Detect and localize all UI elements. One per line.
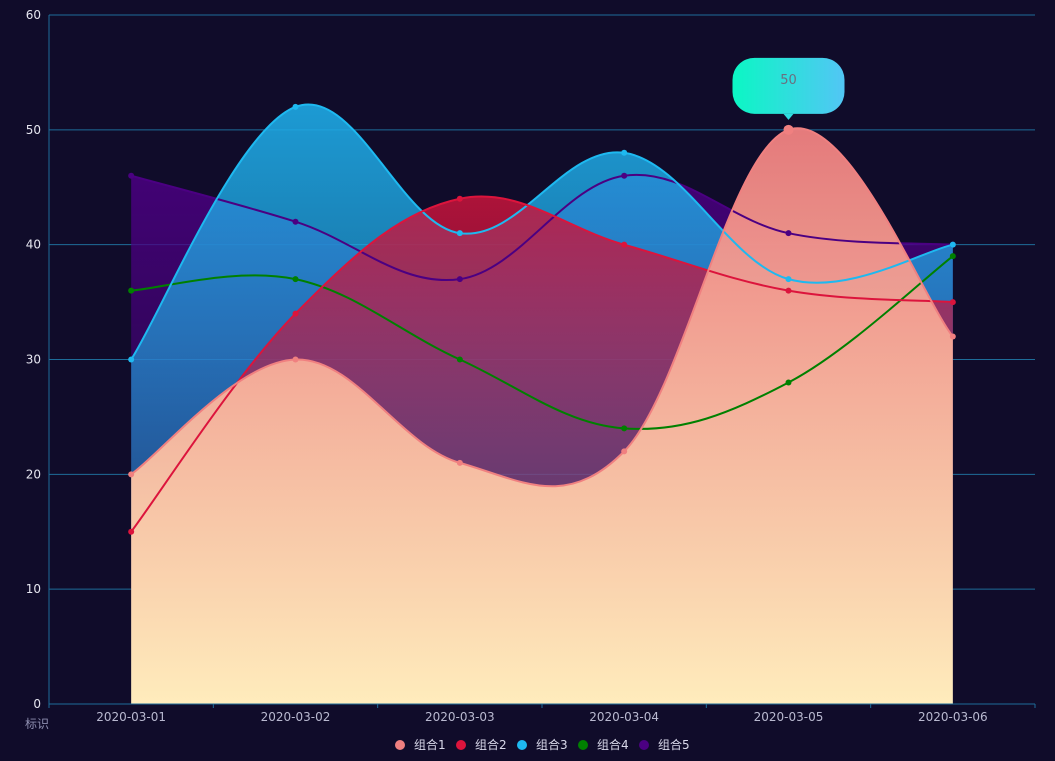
data-point[interactable] xyxy=(292,310,299,317)
data-point[interactable] xyxy=(621,172,628,179)
x-tick-label: 2020-03-03 xyxy=(425,710,495,724)
area-layer xyxy=(131,104,953,705)
y-tick-label: 20 xyxy=(26,467,41,481)
legend-marker xyxy=(456,740,466,750)
x-axis-name: 标识 xyxy=(25,717,49,731)
data-point[interactable] xyxy=(785,287,792,294)
legend-marker xyxy=(578,740,588,750)
data-point[interactable] xyxy=(128,172,135,179)
y-tick-label: 50 xyxy=(26,123,41,137)
y-tick-label: 10 xyxy=(26,582,41,596)
tooltip-pointer xyxy=(783,113,794,120)
tooltip-bubble xyxy=(732,57,845,114)
y-tick-label: 0 xyxy=(33,697,41,711)
legend: 组合1 组合2 组合3 组合4 组合5 xyxy=(395,737,690,752)
data-point[interactable] xyxy=(621,149,628,156)
legend-label: 组合1 xyxy=(414,737,446,752)
x-tick-label: 2020-03-05 xyxy=(754,710,824,724)
legend-label: 组合3 xyxy=(536,737,568,752)
data-point[interactable] xyxy=(128,528,135,535)
data-point[interactable] xyxy=(128,356,135,363)
data-point[interactable] xyxy=(292,218,299,225)
legend-item[interactable]: 组合1 xyxy=(395,737,446,752)
legend-label: 组合4 xyxy=(597,737,629,752)
area-fill-1 xyxy=(131,128,953,705)
data-point[interactable] xyxy=(949,241,956,248)
series-line-4[interactable] xyxy=(131,255,954,430)
y-tick-label: 60 xyxy=(26,8,41,22)
x-tick-label: 2020-03-04 xyxy=(589,710,659,724)
data-point[interactable] xyxy=(785,379,792,386)
tooltip-value: 50 xyxy=(780,73,797,88)
data-point[interactable] xyxy=(456,356,463,363)
legend-label: 组合5 xyxy=(658,737,690,752)
series-line-1[interactable] xyxy=(130,127,954,488)
legend-marker xyxy=(517,740,527,750)
legend-marker xyxy=(639,740,649,750)
data-point[interactable] xyxy=(292,356,299,363)
legend-item[interactable]: 组合2 xyxy=(456,737,507,752)
data-point[interactable] xyxy=(785,230,792,237)
data-point[interactable] xyxy=(949,333,956,340)
x-tick-label: 2020-03-06 xyxy=(918,710,988,724)
point-layer xyxy=(128,103,956,535)
data-point[interactable] xyxy=(292,276,299,283)
data-point[interactable] xyxy=(456,230,463,237)
legend-item[interactable]: 组合4 xyxy=(578,737,629,752)
series-line-5[interactable] xyxy=(130,173,953,282)
x-tick-label: 2020-03-02 xyxy=(261,710,331,724)
x-tick-label: 2020-03-01 xyxy=(96,710,166,724)
data-point[interactable] xyxy=(456,459,463,466)
data-point[interactable] xyxy=(621,448,628,455)
data-point[interactable] xyxy=(292,103,299,110)
data-point[interactable] xyxy=(128,471,135,478)
y-tick-label: 30 xyxy=(26,353,41,367)
data-point[interactable] xyxy=(783,124,794,135)
data-point[interactable] xyxy=(949,299,956,306)
data-point[interactable] xyxy=(456,276,463,283)
data-point[interactable] xyxy=(949,253,956,260)
data-point[interactable] xyxy=(621,241,628,248)
legend-item[interactable]: 组合5 xyxy=(639,737,690,752)
data-point[interactable] xyxy=(621,425,628,432)
legend-item[interactable]: 组合3 xyxy=(517,737,568,752)
y-tick-label: 40 xyxy=(26,238,41,252)
axis-layer: 0 10 20 30 40 50 60 2020-03-01 2020-03-02 2020-03… xyxy=(25,8,1036,731)
value-tooltip: 50 xyxy=(732,57,845,120)
legend-marker xyxy=(395,740,405,750)
tooltip: 50 xyxy=(732,57,845,120)
data-point[interactable] xyxy=(785,276,792,283)
data-point[interactable] xyxy=(128,287,135,294)
legend-label: 组合2 xyxy=(475,737,507,752)
data-point[interactable] xyxy=(456,195,463,202)
